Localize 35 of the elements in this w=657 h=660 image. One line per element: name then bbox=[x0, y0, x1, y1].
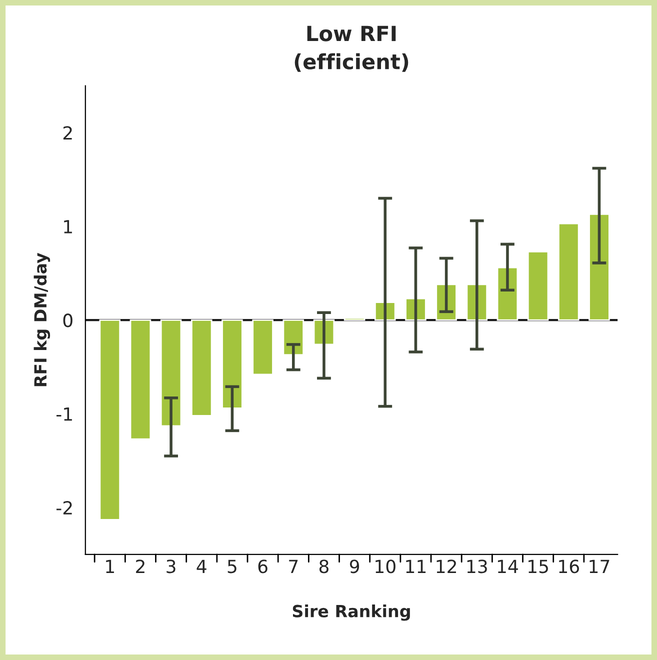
x-tick-label: 16 bbox=[559, 560, 579, 574]
x-tick-label: 3 bbox=[166, 560, 176, 574]
y-tick-label: 0 bbox=[63, 314, 72, 328]
y-tick-label: -1 bbox=[56, 408, 72, 421]
x-tick-label: 4 bbox=[196, 560, 206, 573]
bar bbox=[130, 319, 152, 440]
x-tick-label: 2 bbox=[136, 560, 144, 573]
y-tick-label: 2 bbox=[63, 126, 72, 140]
x-axis-title: Sire Ranking bbox=[292, 604, 410, 621]
x-tick-label: 11 bbox=[406, 560, 426, 573]
y-tick-label: 1 bbox=[64, 220, 72, 234]
bar bbox=[160, 319, 182, 427]
x-tick-label: 1 bbox=[106, 560, 114, 573]
bar bbox=[527, 250, 549, 321]
x-tick-label: 5 bbox=[228, 560, 236, 574]
x-tick-label: 9 bbox=[350, 560, 360, 574]
x-tick-label: 7 bbox=[289, 560, 298, 573]
x-tick-label: 12 bbox=[436, 560, 456, 573]
bar bbox=[558, 222, 580, 321]
bar bbox=[99, 319, 121, 520]
bar bbox=[252, 319, 274, 376]
chart-title: Low RFI (efficient) bbox=[294, 26, 408, 72]
x-tick-label: 6 bbox=[258, 560, 268, 574]
bar bbox=[190, 319, 212, 416]
y-axis-title: RFI kg DM/day bbox=[34, 252, 50, 386]
x-tick-label: 15 bbox=[528, 560, 548, 574]
x-tick-label: 13 bbox=[467, 560, 487, 574]
bar bbox=[588, 214, 610, 321]
bar bbox=[222, 319, 243, 409]
x-tick-label: 17 bbox=[590, 560, 610, 573]
x-tick-label: 8 bbox=[319, 560, 328, 574]
x-tick-label: 14 bbox=[498, 560, 518, 573]
x-tick-label: 10 bbox=[376, 560, 396, 574]
y-tick-label: -2 bbox=[56, 501, 72, 514]
bar bbox=[496, 266, 518, 321]
